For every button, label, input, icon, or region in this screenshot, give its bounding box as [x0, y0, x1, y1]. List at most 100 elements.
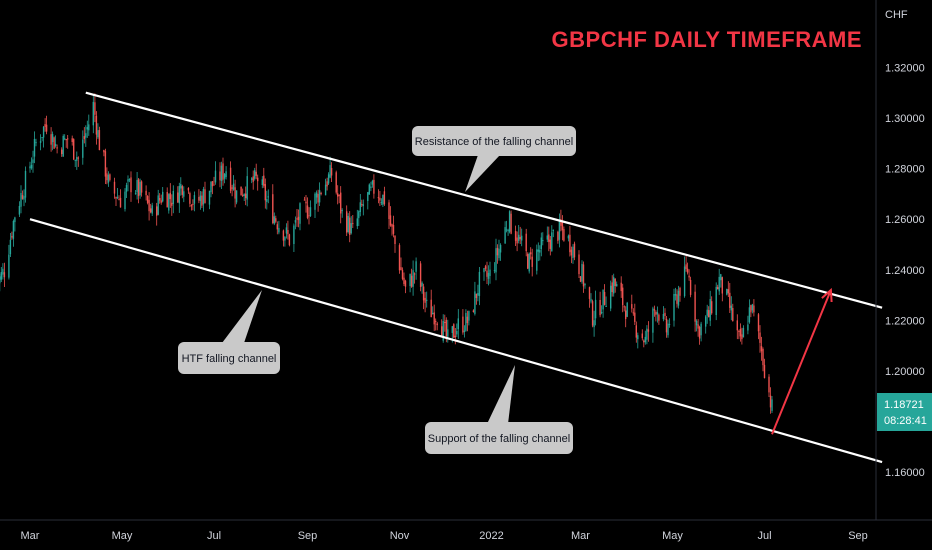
candle	[563, 226, 565, 242]
candle	[709, 290, 711, 327]
candle-body	[150, 208, 152, 213]
candle-body	[436, 323, 438, 326]
candle	[8, 244, 10, 280]
candle-body	[762, 349, 764, 366]
candle-body	[11, 236, 13, 238]
candle	[433, 304, 435, 331]
candle-body	[736, 320, 738, 331]
candle	[605, 296, 607, 307]
candle-body	[32, 159, 34, 163]
candle-body	[272, 194, 274, 224]
candle	[465, 309, 467, 332]
candle	[157, 189, 159, 216]
candle	[658, 313, 660, 325]
candle	[92, 94, 94, 134]
candle	[637, 332, 639, 349]
candle-body	[610, 285, 612, 309]
candle-body	[168, 194, 170, 211]
candle	[125, 182, 128, 198]
candle	[697, 319, 699, 337]
candle	[113, 177, 116, 199]
candle-body	[229, 167, 232, 191]
candle-body	[263, 175, 265, 186]
x-tick-label: Jul	[207, 530, 221, 542]
candle	[759, 325, 761, 353]
candle-body	[119, 197, 122, 208]
candle-body	[632, 312, 634, 314]
candle-body	[456, 331, 458, 335]
candle	[717, 284, 719, 290]
candle-body	[567, 235, 570, 239]
candle	[327, 172, 330, 185]
candle	[715, 282, 717, 321]
candle	[21, 190, 24, 200]
candle-body	[676, 294, 678, 304]
candle	[51, 131, 54, 151]
candle-body	[341, 210, 343, 212]
x-tick-label: Nov	[390, 530, 410, 542]
candle	[557, 230, 559, 244]
candle	[620, 276, 622, 298]
candle	[383, 186, 386, 206]
candle-body	[496, 247, 499, 256]
candle	[757, 313, 760, 340]
candle	[94, 93, 96, 123]
candle	[44, 118, 46, 132]
candle	[578, 250, 580, 278]
projection-arrowhead	[821, 287, 833, 303]
candle-body	[546, 235, 548, 240]
candle-body	[698, 326, 701, 339]
candle-body	[591, 301, 594, 326]
candle	[148, 192, 150, 221]
candle	[35, 138, 37, 147]
candle-body	[109, 174, 111, 180]
candle-body	[41, 137, 43, 138]
candle	[11, 231, 13, 240]
candle-body	[552, 229, 554, 231]
candle	[760, 336, 763, 361]
candle-body	[86, 127, 88, 130]
candle-body	[442, 321, 444, 341]
candle	[361, 199, 363, 207]
candle	[74, 159, 76, 167]
candle	[388, 199, 390, 229]
y-tick-label: 1.32000	[885, 62, 925, 74]
candle	[243, 193, 245, 201]
candle-body	[44, 124, 46, 127]
candle	[426, 291, 428, 308]
candle	[496, 244, 499, 264]
candle-body	[602, 289, 604, 310]
candle-body	[320, 193, 322, 194]
x-tick-label: May	[662, 530, 683, 542]
candle	[61, 147, 63, 157]
candle	[552, 229, 554, 238]
candle	[116, 188, 119, 200]
candle-body	[430, 299, 432, 318]
candle-body	[668, 324, 671, 325]
candle-body	[729, 292, 731, 308]
candle	[24, 166, 27, 203]
channel-lower-line	[29, 218, 883, 464]
candle-body	[415, 261, 417, 272]
candle	[750, 304, 752, 318]
candle-body	[647, 329, 650, 332]
candle	[631, 294, 633, 313]
candle-body	[356, 218, 358, 227]
candle	[706, 304, 708, 324]
candle	[326, 177, 328, 191]
candle-body	[561, 222, 564, 231]
callout-support: Support of the falling channel	[425, 365, 573, 454]
candle	[308, 207, 310, 225]
candle	[294, 216, 297, 230]
candle	[582, 261, 585, 293]
candle-body	[222, 163, 224, 180]
candle	[546, 226, 548, 243]
candle	[169, 183, 171, 208]
candle	[23, 189, 25, 207]
candle-body	[51, 133, 54, 142]
candle-body	[409, 273, 411, 286]
candle	[64, 134, 66, 141]
candle	[373, 174, 375, 199]
candle	[593, 310, 595, 337]
candle	[689, 276, 692, 298]
